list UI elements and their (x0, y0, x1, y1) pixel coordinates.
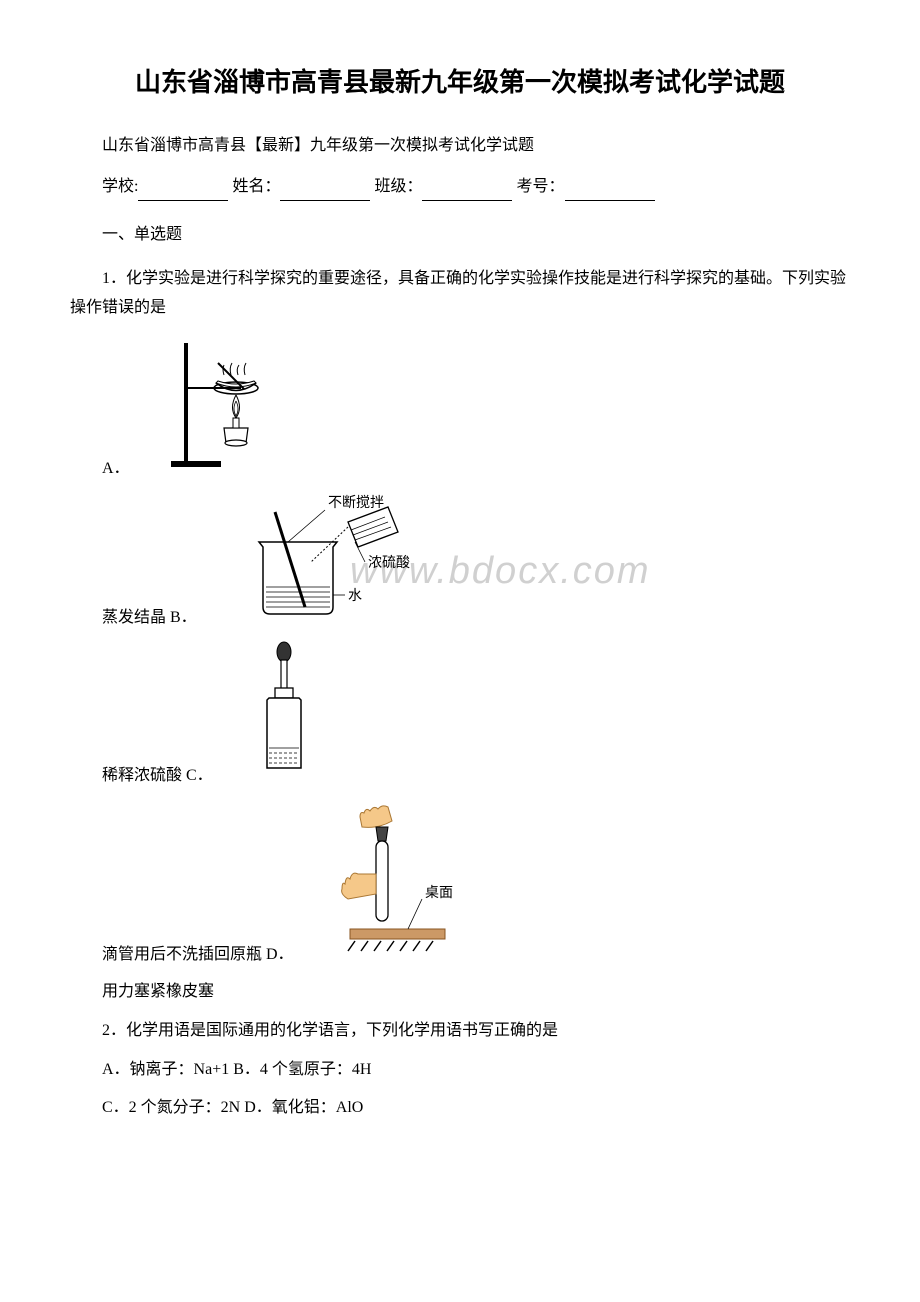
option-a-label: A． (70, 455, 130, 484)
class-blank[interactable] (422, 182, 512, 201)
water-label: 水 (348, 588, 362, 604)
name-label: 姓名： (232, 178, 280, 195)
q1-after-d: 用力塞紧橡皮塞 (70, 978, 850, 1007)
q1-option-c: 稀释浓硫酸 C． (70, 640, 850, 791)
option-c-label: 稀释浓硫酸 C． (70, 762, 213, 791)
q1-option-a: A． (70, 333, 850, 484)
figure-dropper-bottle (217, 640, 319, 791)
subtitle: 山东省淄博市高青县【最新】九年级第一次模拟考试化学试题 (70, 132, 850, 161)
option-d-label: 滴管用后不洗插回原瓶 D． (70, 941, 294, 970)
table-label: 桌面 (425, 885, 453, 901)
figure-dilution: 不断搅拌 浓硫酸 水 (201, 492, 463, 633)
examno-label: 考号： (516, 178, 564, 195)
question-1-text: 1．化学实验是进行科学探究的重要途径，具备正确的化学实验操作技能是进行科学探究的… (70, 265, 850, 323)
q1-option-d: 滴管用后不洗插回原瓶 D． 桌面 (70, 799, 850, 970)
q2-options-line2: C．2 个氮分子：2N D．氧化铝：AlO (70, 1094, 850, 1123)
page-title: 山东省淄博市高青县最新九年级第一次模拟考试化学试题 (70, 60, 850, 107)
q1-option-b: 蒸发结晶 B． 不断搅拌 (70, 492, 850, 633)
figure-stopper: 桌面 (298, 799, 490, 970)
form-line: 学校: 姓名： 班级： 考号： (70, 173, 850, 202)
examno-blank[interactable] (565, 182, 655, 201)
question-2-text: 2．化学用语是国际通用的化学语言，下列化学用语书写正确的是 (70, 1017, 850, 1046)
name-blank[interactable] (280, 182, 370, 201)
figure-evaporation (134, 333, 286, 484)
class-label: 班级： (374, 178, 422, 195)
option-b-label: 蒸发结晶 B． (70, 604, 197, 633)
acid-label: 浓硫酸 (368, 555, 410, 571)
school-blank[interactable] (138, 182, 228, 201)
stir-label: 不断搅拌 (328, 495, 384, 511)
section-header: 一、单选题 (70, 221, 850, 250)
school-label: 学校: (102, 178, 138, 195)
q2-options-line1: A．钠离子：Na+1 B．4 个氢原子：4H (70, 1056, 850, 1085)
